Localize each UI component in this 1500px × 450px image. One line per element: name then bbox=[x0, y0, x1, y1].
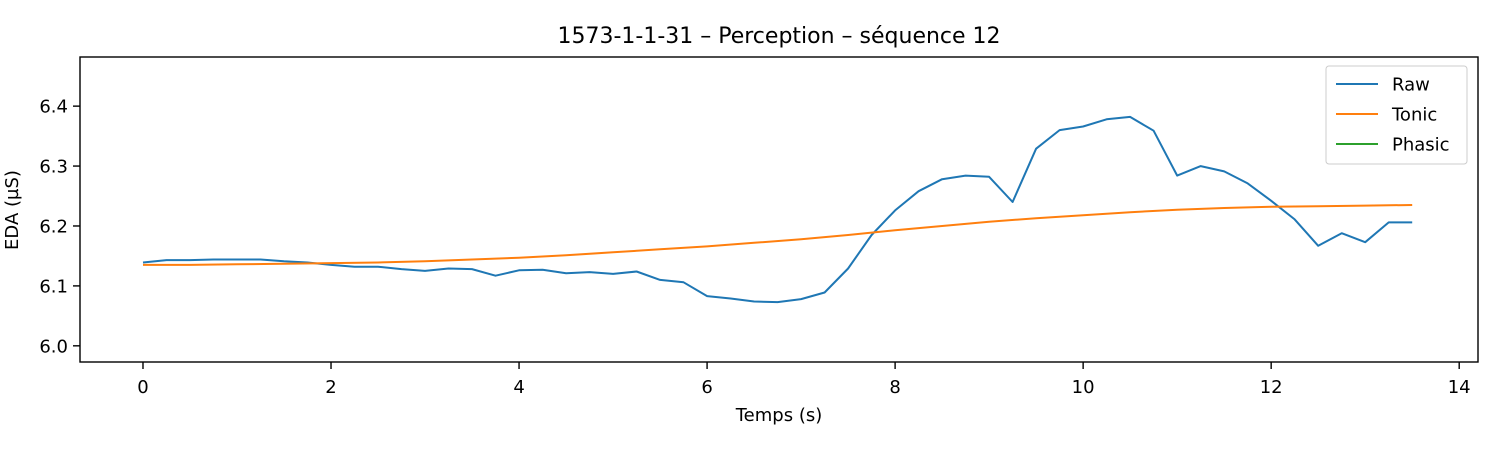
y-tick-label: 6.3 bbox=[39, 157, 68, 178]
x-tick-label: 2 bbox=[325, 377, 336, 398]
y-axis-label: EDA (µS) bbox=[2, 170, 23, 250]
plot-series bbox=[142, 115, 1413, 304]
y-tick-label: 6.4 bbox=[39, 97, 68, 118]
legend-label-phasic: Phasic bbox=[1392, 135, 1450, 156]
legend-frame bbox=[1325, 65, 1468, 165]
y-tick-label: 6.1 bbox=[39, 276, 68, 297]
chart-title: 1573-1-1-31 – Perception – séquence 12 bbox=[557, 24, 1000, 49]
plot-frame bbox=[79, 56, 1479, 363]
series-line-tonic bbox=[143, 204, 1413, 266]
y-axis: 6.0 6.1 6.2 6.3 6.4 bbox=[39, 97, 80, 357]
x-tick-label: 12 bbox=[1260, 377, 1283, 398]
legend-label-tonic: Tonic bbox=[1391, 105, 1437, 126]
x-tick-label: 4 bbox=[513, 377, 524, 398]
x-tick-label: 10 bbox=[1072, 377, 1095, 398]
legend: Raw Tonic Phasic bbox=[1325, 65, 1468, 165]
x-axis: 0 2 4 6 8 10 12 14 bbox=[137, 362, 1471, 398]
x-axis-label: Temps (s) bbox=[735, 405, 823, 426]
series-line-raw bbox=[142, 115, 1413, 304]
x-tick-label: 14 bbox=[1448, 377, 1471, 398]
x-tick-label: 8 bbox=[889, 377, 900, 398]
y-tick-label: 6.2 bbox=[39, 216, 68, 237]
legend-label-raw: Raw bbox=[1392, 75, 1430, 96]
x-tick-label: 0 bbox=[137, 377, 148, 398]
y-tick-label: 6.0 bbox=[39, 336, 68, 357]
x-tick-label: 6 bbox=[701, 377, 712, 398]
